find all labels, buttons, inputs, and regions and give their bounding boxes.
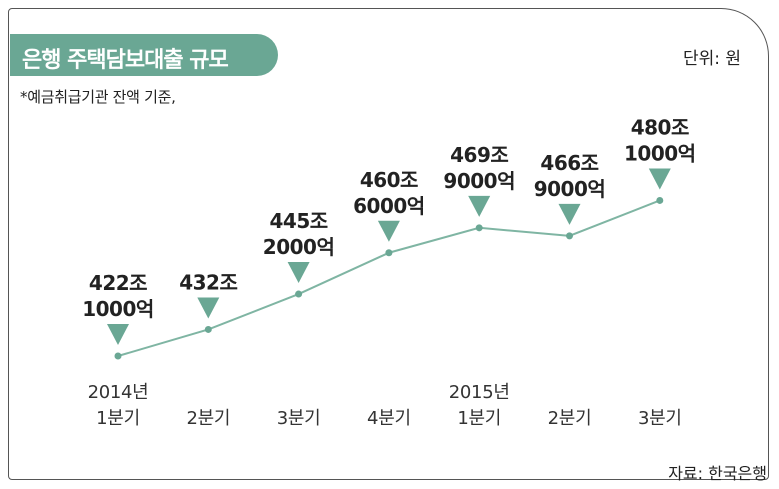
point-marker-triangle [648, 168, 671, 190]
x-tick-label: 4분기 [367, 408, 411, 429]
x-tick-label: 3분기 [277, 408, 321, 429]
data-point [204, 325, 212, 333]
point-marker-triangle [558, 203, 581, 225]
point-marker-triangle [468, 195, 491, 217]
data-point [566, 232, 573, 240]
plot-area: 422조1000억2014년1분기432조2분기445조2000억3분기460조… [82, 115, 696, 429]
chart-title: 은행 주택담보대출 규모 [22, 48, 229, 73]
data-label: 480조 [631, 115, 689, 139]
source-label: 자료: 한국은행 [668, 464, 767, 483]
point-marker-triangle [197, 297, 220, 319]
title-tab [10, 34, 278, 76]
data-label: 460조 [360, 168, 418, 192]
point-marker-triangle [287, 262, 310, 284]
data-point [475, 224, 483, 232]
data-point [114, 352, 122, 360]
footnote: *예금취급기관 잔액 기준, [20, 88, 176, 106]
data-point [656, 196, 664, 204]
data-label: 422조 [89, 271, 147, 295]
data-label: 9000억 [534, 177, 606, 201]
data-point [385, 249, 393, 257]
x-tick-label: 3분기 [638, 408, 682, 429]
data-label: 9000억 [443, 169, 515, 193]
data-label: 6000억 [353, 194, 425, 218]
data-label: 1000억 [624, 141, 696, 165]
x-tick-label: 1분기 [96, 408, 140, 429]
data-label: 2000억 [263, 235, 335, 259]
data-label: 469조 [450, 143, 508, 167]
x-tick-label-year: 2014년 [88, 382, 149, 403]
chart-card [8, 8, 769, 480]
data-point [295, 290, 303, 298]
x-tick-label: 2분기 [186, 408, 230, 429]
data-label: 445조 [270, 209, 328, 233]
point-marker-triangle [377, 220, 400, 242]
point-marker-triangle [107, 324, 129, 346]
data-label: 432조 [179, 270, 237, 294]
x-tick-label: 2분기 [548, 408, 592, 429]
x-tick-label-year: 2015년 [449, 382, 510, 403]
unit-label: 단위: 원 [682, 49, 741, 69]
data-label: 1000억 [82, 297, 154, 321]
data-label: 466조 [540, 151, 598, 175]
x-tick-label: 1분기 [457, 408, 501, 429]
